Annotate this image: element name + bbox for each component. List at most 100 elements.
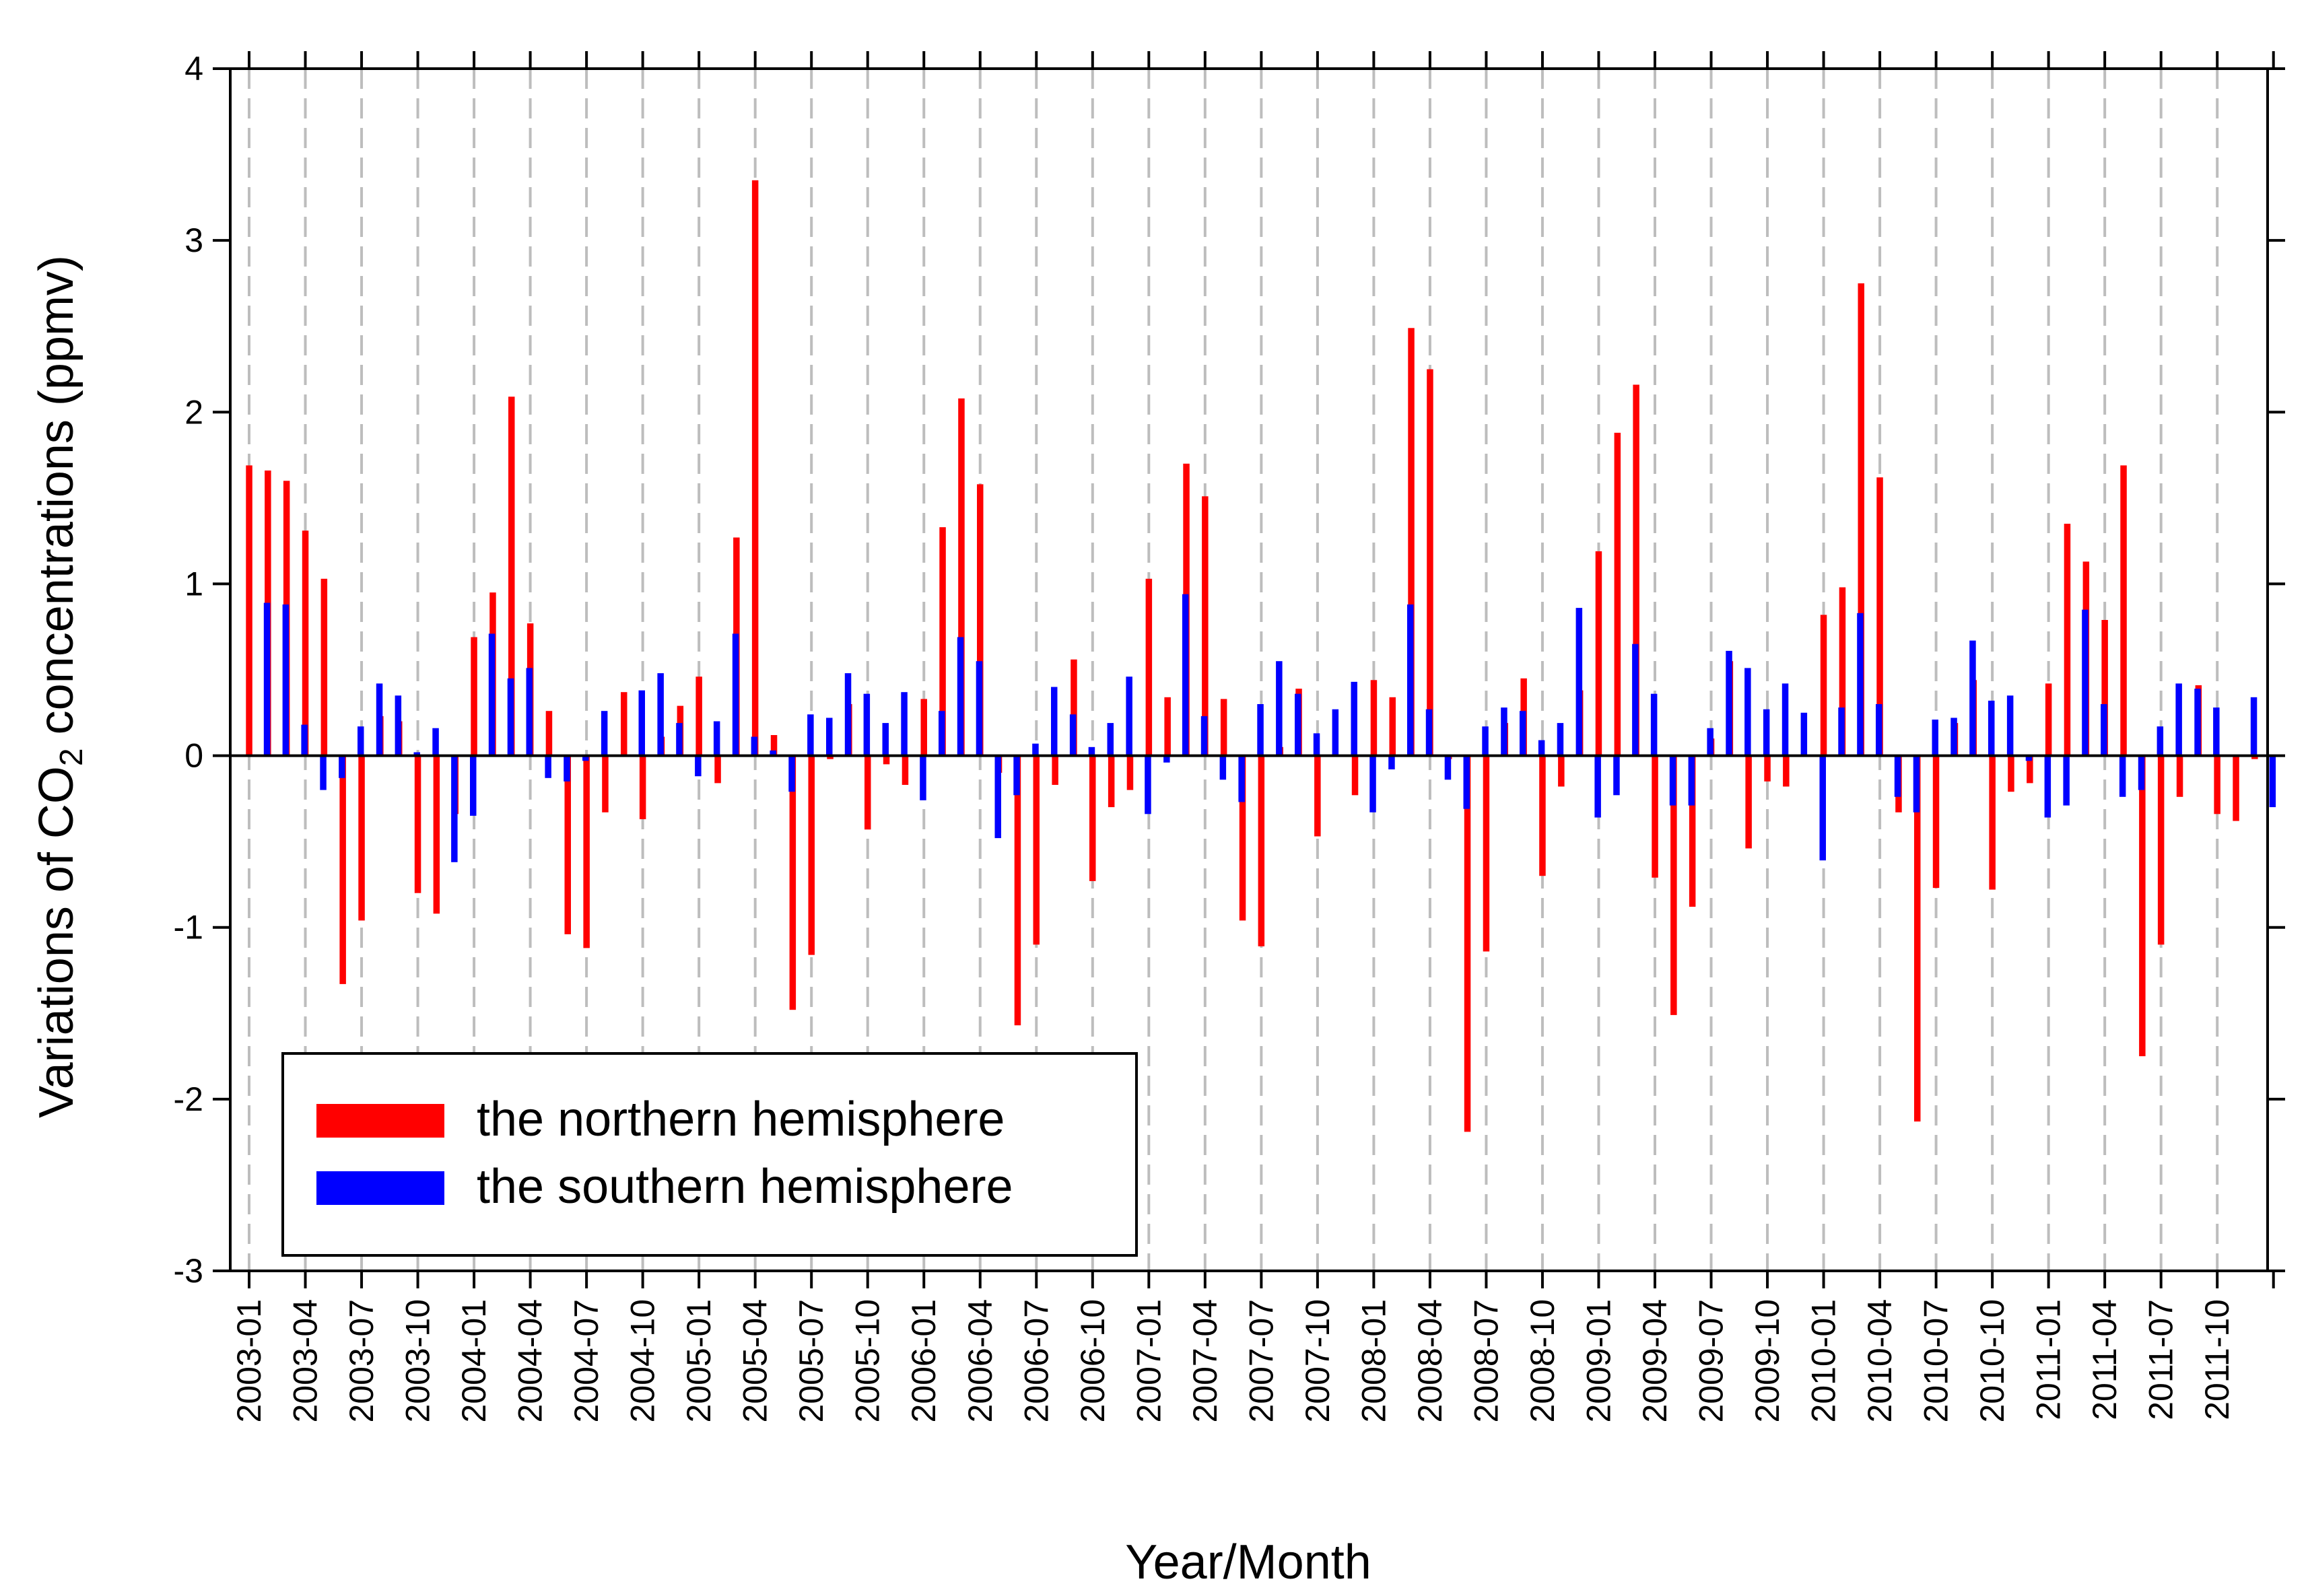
y-tick-label: 0 xyxy=(184,737,203,775)
y-tick-labels: 4 3 2 1 0 -1 -2 -3 xyxy=(174,50,203,1290)
bar-northern-2005-11 xyxy=(883,755,890,765)
bar-northern-2005-07 xyxy=(808,755,815,955)
bar-southern-2003-07 xyxy=(376,683,383,756)
bar-southern-2003-06 xyxy=(358,726,364,756)
bar-northern-2010-07 xyxy=(1932,755,1940,889)
x-tick-label: 2004-04 xyxy=(512,1299,549,1423)
bar-southern-2004-05 xyxy=(564,755,570,782)
bar-southern-2010-01 xyxy=(1838,707,1845,756)
axis-ticks xyxy=(213,51,2285,1288)
x-tick-label: 2006-07 xyxy=(1017,1299,1055,1423)
bar-southern-2011-04 xyxy=(2119,755,2126,797)
x-tick-label: 2004-10 xyxy=(624,1299,662,1423)
bar-southern-2009-09 xyxy=(1763,709,1770,756)
bar-southern-2007-04 xyxy=(1219,755,1227,780)
bar-southern-2010-09 xyxy=(1988,700,1995,756)
bar-southern-2004-11 xyxy=(676,723,683,756)
bar-southern-2010-03 xyxy=(1876,704,1882,756)
y-axis-label-subscript: 2 xyxy=(54,748,90,766)
bar-southern-2006-09 xyxy=(1088,747,1095,756)
bar-northern-2011-10 xyxy=(2214,755,2220,814)
bar-southern-2010-02 xyxy=(1857,613,1864,756)
bar-southern-2005-01 xyxy=(713,721,720,756)
bar-southern-2009-01 xyxy=(1613,755,1620,796)
bar-southern-2008-05 xyxy=(1463,755,1470,809)
bar-southern-2007-10 xyxy=(1332,709,1339,756)
bar-southern-2010-11 xyxy=(2025,755,2033,761)
y-tick-label: -2 xyxy=(174,1080,203,1118)
bar-northern-2008-04 xyxy=(1427,369,1433,756)
x-tick-label: 2008-10 xyxy=(1524,1299,1561,1423)
x-tick-label: 2011-01 xyxy=(2030,1299,2068,1420)
x-tick-label: 2003-04 xyxy=(287,1299,325,1423)
bar-southern-2004-02 xyxy=(507,678,514,756)
bar-southern-2004-06 xyxy=(582,755,589,761)
bar-northern-2009-05 xyxy=(1670,755,1677,1015)
bar-northern-2009-09 xyxy=(1745,755,1752,849)
y-tick-label: -1 xyxy=(174,909,203,946)
bar-southern-2004-07 xyxy=(601,711,608,756)
bar-southern-2009-02 xyxy=(1632,644,1639,756)
bar-southern-2007-03 xyxy=(1200,716,1208,756)
bar-northern-2007-05 xyxy=(1220,699,1227,756)
bar-southern-2007-11 xyxy=(1351,681,1357,756)
bar-southern-2006-07 xyxy=(1051,687,1058,756)
bar-southern-2003-01 xyxy=(263,602,271,756)
x-tick-label: 2004-07 xyxy=(568,1299,605,1423)
bar-northern-2008-02 xyxy=(1389,697,1396,756)
bar-northern-2009-03 xyxy=(1633,384,1639,756)
legend-label-northern: the northern hemisphere xyxy=(477,1092,1005,1146)
bar-southern-2008-11 xyxy=(1575,608,1583,756)
x-tick-label: 2010-04 xyxy=(1861,1299,1899,1423)
bar-southern-2009-05 xyxy=(1688,755,1695,806)
bar-northern-2006-07 xyxy=(1033,755,1040,945)
bar-southern-2010-06 xyxy=(1932,720,1938,756)
bar-southern-2003-08 xyxy=(395,695,402,756)
y-tick-label: 4 xyxy=(184,50,203,88)
x-tick-label: 2009-07 xyxy=(1693,1299,1730,1423)
bar-northern-2010-11 xyxy=(2008,755,2014,792)
x-tick-label: 2007-07 xyxy=(1242,1299,1280,1423)
legend-swatch-northern xyxy=(316,1104,444,1138)
bar-northern-2008-11 xyxy=(1558,755,1565,787)
bar-southern-2007-02 xyxy=(1182,594,1189,756)
bar-northern-2003-05 xyxy=(320,578,328,756)
bar-northern-2006-11 xyxy=(1108,755,1115,808)
legend-box xyxy=(281,1052,1138,1257)
bar-southern-2005-02 xyxy=(732,633,739,756)
bar-southern-2011-05 xyxy=(2138,755,2145,790)
bar-southern-2008-01 xyxy=(1388,755,1395,769)
bar-northern-2007-02 xyxy=(1164,697,1171,756)
bar-southern-2003-02 xyxy=(282,604,290,756)
bar-southern-2009-03 xyxy=(1650,693,1658,756)
bar-northern-2004-10 xyxy=(639,755,646,819)
bar-northern-2011-11 xyxy=(2233,755,2239,821)
bar-northern-2008-07 xyxy=(1483,755,1490,952)
x-tick-label: 2007-01 xyxy=(1130,1299,1167,1423)
x-axis-label: Year/Month xyxy=(1125,1535,1371,1589)
bar-northern-2011-08 xyxy=(2176,755,2183,797)
bar-southern-2003-11 xyxy=(451,755,458,862)
bar-southern-2008-10 xyxy=(1557,723,1564,756)
bar-northern-2008-01 xyxy=(1370,680,1378,756)
x-tick-label: 2005-10 xyxy=(849,1299,887,1423)
bar-southern-2004-03 xyxy=(526,668,533,756)
bar-southern-2010-04 xyxy=(1894,755,1901,797)
bar-southern-2011-08 xyxy=(2194,689,2201,756)
bar-northern-2011-02 xyxy=(2064,524,2071,756)
x-tick-label: 2007-04 xyxy=(1186,1299,1224,1423)
bar-northern-2004-03 xyxy=(508,396,515,756)
bar-northern-2005-04 xyxy=(751,180,759,756)
x-tick-label: 2011-07 xyxy=(2142,1299,2180,1420)
bar-northern-2007-10 xyxy=(1314,755,1321,837)
bar-northern-2007-06 xyxy=(1239,755,1246,921)
bar-northern-2003-10 xyxy=(414,755,421,893)
bar-southern-2004-12 xyxy=(695,755,702,777)
x-tick-label: 2010-01 xyxy=(1805,1299,1843,1423)
bar-southern-2009-07 xyxy=(1726,650,1732,756)
bar-southern-2005-06 xyxy=(807,714,814,756)
bar-southern-2006-11 xyxy=(1126,676,1132,756)
bar-southern-2005-11 xyxy=(901,692,908,756)
bar-southern-2005-05 xyxy=(788,755,795,792)
